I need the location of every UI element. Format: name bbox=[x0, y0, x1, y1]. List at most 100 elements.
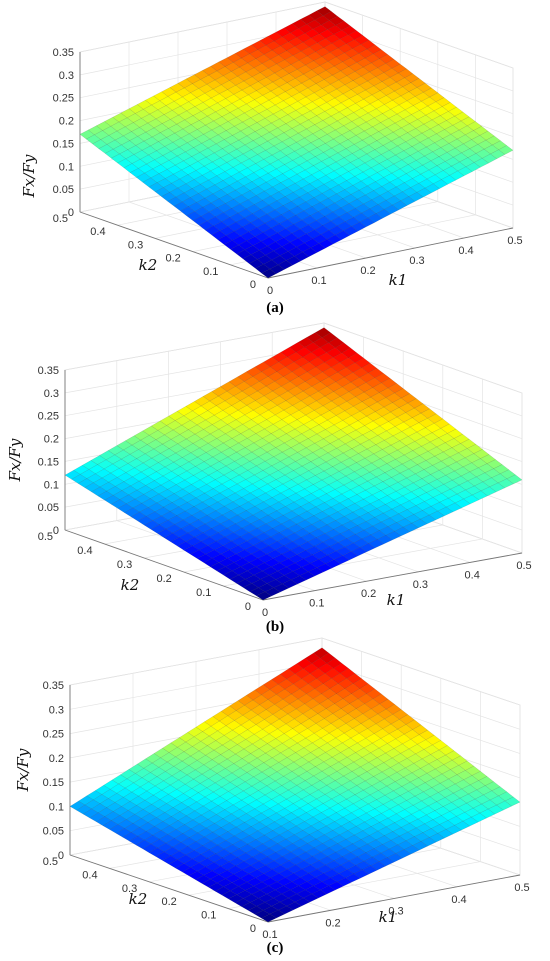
surface-patch bbox=[77, 478, 94, 488]
surface-patch bbox=[367, 368, 384, 379]
surface-patch bbox=[430, 156, 446, 166]
surface-patch bbox=[327, 550, 344, 560]
surface-patch bbox=[344, 48, 360, 58]
surface-patch bbox=[289, 342, 305, 353]
surface-patch bbox=[397, 173, 413, 183]
surface-patch bbox=[446, 148, 462, 158]
surface-patch bbox=[343, 480, 360, 490]
surface-patch bbox=[394, 527, 411, 537]
surface-patch bbox=[359, 217, 375, 228]
surface-patch bbox=[121, 485, 138, 496]
surface-patch bbox=[209, 102, 225, 113]
surface-patch bbox=[447, 461, 464, 472]
surface-patch bbox=[304, 238, 320, 248]
surface-patch bbox=[399, 164, 415, 174]
surface-patch bbox=[328, 511, 345, 521]
z-tick-label: 0.15 bbox=[53, 138, 74, 150]
surface-patch bbox=[414, 436, 431, 447]
surface-patch bbox=[335, 20, 351, 31]
surface-patch bbox=[460, 471, 477, 482]
k2-axis-label: k2 bbox=[139, 256, 158, 274]
surface-patch bbox=[345, 471, 362, 481]
surface-patch bbox=[292, 155, 308, 166]
surface-patch bbox=[249, 456, 266, 467]
surface-patch bbox=[296, 137, 312, 148]
k1-tick-label: 0 bbox=[267, 285, 273, 297]
surface-patch bbox=[362, 167, 378, 178]
surface-patch bbox=[383, 68, 399, 78]
surface-patch bbox=[255, 54, 271, 64]
surface-patch bbox=[214, 75, 230, 85]
surface-patch bbox=[326, 97, 342, 108]
surface-patch bbox=[402, 187, 418, 197]
z-tick-label: 0.05 bbox=[53, 184, 74, 196]
surface-patch bbox=[407, 128, 423, 138]
surface-patch bbox=[268, 95, 284, 106]
k2-tick-label: 0.3 bbox=[117, 559, 132, 571]
surface-patch bbox=[88, 464, 105, 474]
surface-patch bbox=[322, 84, 338, 94]
surface-patch bbox=[285, 256, 301, 266]
surface-patch bbox=[145, 95, 161, 106]
surface-patch bbox=[295, 488, 312, 498]
surface-patch bbox=[221, 447, 237, 458]
surface-patch bbox=[296, 381, 313, 392]
surface-patch bbox=[332, 493, 349, 504]
surface-patch bbox=[454, 466, 470, 477]
k2-tick-label: 0.2 bbox=[166, 253, 181, 265]
surface-patch bbox=[345, 112, 361, 122]
surface-patch bbox=[365, 517, 382, 527]
surface-patch bbox=[463, 494, 480, 505]
surface-patch bbox=[97, 459, 113, 470]
k1-tick-label: 0.3 bbox=[413, 579, 428, 591]
k1-tick-label: 0.1 bbox=[311, 275, 326, 287]
surface-patch bbox=[309, 179, 325, 189]
surface-patch bbox=[164, 462, 181, 472]
k2-axis-line bbox=[79, 211, 269, 279]
surface-patch bbox=[379, 387, 395, 398]
surface-patch bbox=[314, 405, 330, 416]
surface-patch bbox=[247, 58, 263, 68]
surface-patch bbox=[207, 405, 224, 416]
surface-patch bbox=[404, 514, 421, 524]
surface-patch bbox=[299, 438, 316, 448]
surface-patch bbox=[120, 108, 136, 118]
surface-patch bbox=[180, 101, 196, 112]
surface-patch bbox=[283, 128, 299, 138]
surface-patch bbox=[343, 226, 359, 236]
surface-patch bbox=[366, 44, 382, 55]
surface-patch bbox=[391, 136, 406, 147]
surface-patch bbox=[317, 175, 333, 185]
surface-patch bbox=[298, 371, 315, 382]
surface-patch bbox=[173, 201, 189, 212]
surface-patch bbox=[308, 115, 324, 125]
surface-patch bbox=[431, 115, 447, 125]
k2-tick-label: 0.4 bbox=[90, 226, 105, 238]
surface-patch bbox=[186, 211, 202, 221]
surface-patch bbox=[358, 49, 374, 59]
surface-patch bbox=[250, 218, 266, 228]
z-tick-label: 0.2 bbox=[59, 116, 74, 128]
surface-patch bbox=[378, 127, 394, 137]
surface-patch bbox=[335, 157, 351, 167]
surface-patch bbox=[241, 53, 257, 64]
surface-patch bbox=[317, 70, 333, 80]
surface-patch bbox=[334, 61, 349, 72]
surface-patch bbox=[266, 414, 283, 425]
surface-patch bbox=[402, 523, 419, 533]
surface-patch bbox=[335, 377, 352, 388]
surface-patch bbox=[341, 130, 357, 140]
surface-patch bbox=[389, 513, 406, 523]
surface-patch bbox=[320, 93, 336, 103]
surface-patch bbox=[284, 160, 300, 170]
k1-axis-line bbox=[267, 227, 514, 279]
surface-patch bbox=[411, 142, 427, 152]
surface-patch bbox=[368, 401, 385, 412]
k1-tick-label: 0 bbox=[262, 607, 268, 619]
surface-patch bbox=[124, 507, 140, 517]
surface-patch bbox=[384, 100, 400, 110]
surface-patch bbox=[436, 129, 452, 139]
surface-patch bbox=[454, 498, 471, 509]
k1-tick-label: 0.5 bbox=[516, 560, 531, 572]
k1-tick-label: 0.4 bbox=[465, 569, 480, 581]
